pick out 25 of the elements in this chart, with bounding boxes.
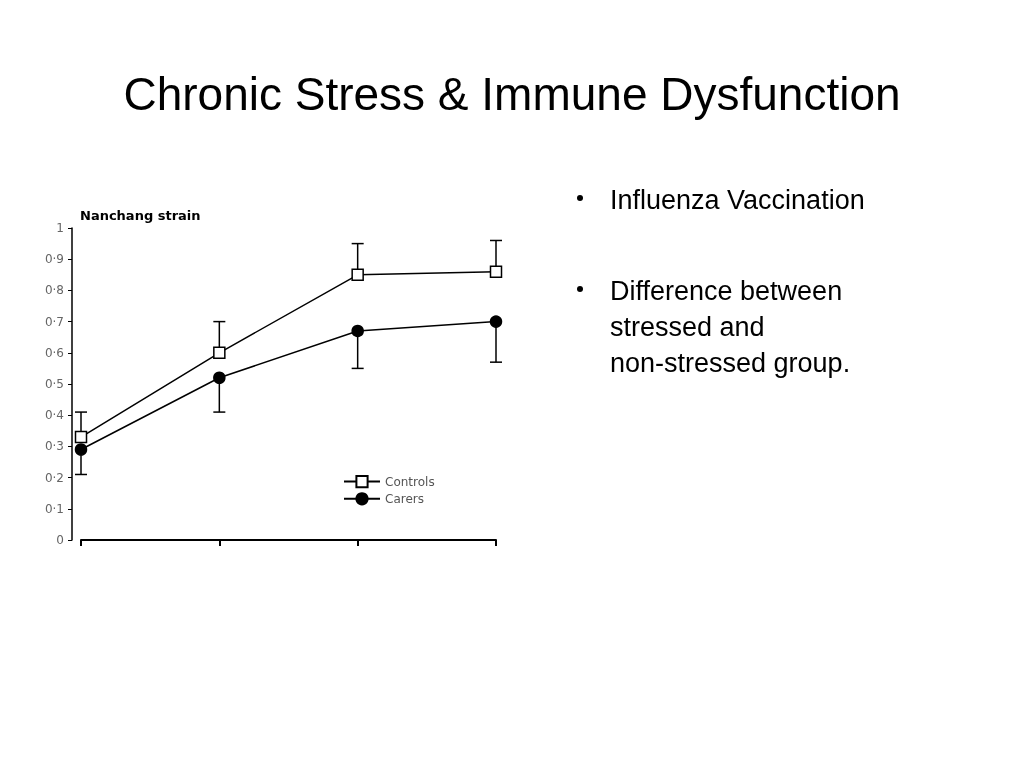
y-tick-label: 0 bbox=[56, 533, 64, 547]
y-tick-label: 0·5 bbox=[44, 377, 64, 391]
point bbox=[489, 315, 503, 328]
y-tick-label: 0·3 bbox=[44, 439, 64, 454]
chart-subtitle: Nanchang strain bbox=[80, 208, 201, 223]
y-tick-label: 0·8 bbox=[44, 283, 64, 298]
point bbox=[74, 443, 88, 456]
point bbox=[351, 324, 364, 338]
point bbox=[213, 371, 226, 385]
point bbox=[351, 268, 364, 282]
point bbox=[213, 346, 226, 360]
y-tick-label: 0·1 bbox=[44, 501, 64, 516]
legend-label: Carers bbox=[385, 491, 424, 506]
y-tick-label: 0·2 bbox=[44, 470, 64, 485]
y-tick-label: 1 bbox=[56, 221, 64, 235]
y-tick-label: 0·4 bbox=[44, 408, 64, 423]
text: Influenza Vaccination bbox=[610, 185, 865, 215]
point bbox=[489, 265, 503, 278]
legend-label: Controls bbox=[385, 474, 435, 489]
y-tick-label: 0·9 bbox=[44, 252, 64, 267]
y-tick-label: 0·7 bbox=[44, 314, 64, 329]
point bbox=[74, 430, 88, 444]
text: Difference between stressed and non-stressed group. bbox=[610, 276, 851, 378]
y-tick-label: 0·6 bbox=[44, 345, 64, 360]
chart-title: Chronic Stress & Immune Dysfunction bbox=[123, 68, 901, 120]
